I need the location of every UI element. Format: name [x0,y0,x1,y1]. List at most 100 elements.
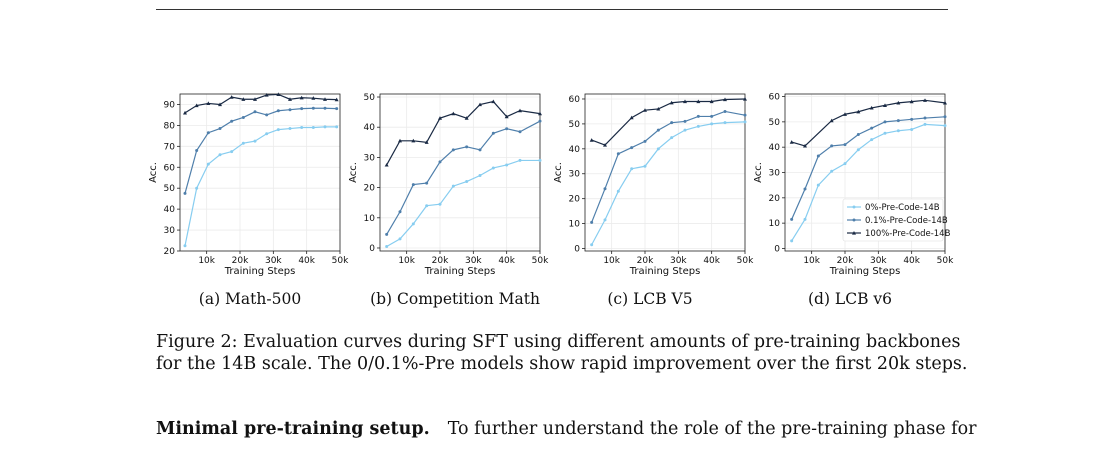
data-point [438,202,442,206]
data-point [288,97,292,101]
data-point [870,138,874,142]
data-point [504,114,509,119]
data-point [424,140,429,144]
x-tick-label: 40k [703,256,720,266]
data-point [311,96,316,100]
data-point [869,105,874,110]
x-tick-label: 50k [937,256,954,266]
data-point [335,125,339,129]
data-point [425,204,429,208]
data-point [195,149,199,153]
data-point [743,120,747,124]
data-point [790,217,794,221]
chart-svg: 10k 20k 30k 40k 50k 0 10 20 30 40 50 Training Steps… [348,93,549,277]
data-point [843,112,847,116]
data-point [843,162,847,166]
data-point [230,119,234,123]
y-tick-label: 30 [769,169,781,179]
legend-marker [852,218,856,222]
data-point [194,103,199,108]
data-point [241,141,245,145]
y-axis-label: Acc. [148,162,159,183]
data-point [683,99,687,104]
y-tick-label: 40 [164,205,176,215]
y-axis-label: Acc. [348,162,359,183]
data-point [923,116,927,120]
data-point [478,174,482,178]
y-tick-label: 10 [569,220,581,230]
y-tick-label: 60 [569,95,581,105]
x-tick-label: 50k [332,256,349,266]
data-point [288,127,292,131]
data-point [398,138,402,143]
data-point [723,97,727,102]
data-point [643,139,647,143]
data-point [790,239,794,243]
subcaption-b: (b) Competition Math [370,290,540,308]
data-point [696,99,701,104]
data-point [629,115,634,120]
data-point [710,114,714,118]
data-point [538,158,542,162]
x-tick-label: 30k [670,256,687,266]
data-point [311,106,315,110]
data-point [229,95,234,99]
plot-frame [179,93,341,252]
y-tick-label: 40 [769,143,781,153]
series-line [184,107,337,194]
data-point [518,108,522,113]
data-point [299,95,304,100]
data-point [311,125,315,129]
data-point [334,97,339,102]
y-tick-label: 10 [364,214,376,224]
y-tick-label: 20 [769,194,781,204]
data-point [896,129,900,133]
x-tick-label: 40k [498,256,515,266]
data-point [411,222,415,226]
data-point [335,107,339,111]
data-point [616,152,620,156]
data-point [603,143,607,147]
data-point [206,101,211,106]
data-point [518,158,522,162]
data-point [438,116,442,120]
data-point [183,110,187,115]
legend-marker [852,231,856,235]
data-point [709,99,714,104]
series-line [791,116,946,220]
x-tick-label: 20k [432,256,449,266]
data-point [603,187,607,191]
data-point [276,128,280,132]
data-point [656,106,661,111]
legend-label: 0%-Pre-Code-14B [865,203,940,213]
x-tick-label: 40k [903,256,920,266]
y-tick-label: 0 [369,244,375,254]
data-point [491,166,495,170]
data-point [253,110,257,114]
subcaption-d: (d) LCB v6 [807,290,893,308]
figure-caption: Figure 2: Evaluation curves during SFT u… [156,331,967,375]
series-line [791,123,946,242]
data-point [683,128,687,132]
y-tick-label: 10 [769,219,781,229]
y-tick-label: 50 [769,118,781,128]
y-tick-label: 20 [164,247,176,257]
data-point [505,127,509,131]
y-tick-label: 60 [769,93,781,103]
data-point [843,143,847,147]
data-point [538,119,542,123]
data-point [603,218,607,222]
data-point [883,120,887,124]
y-tick-label: 70 [164,142,176,152]
series-line [184,93,337,114]
top-rule [156,9,948,10]
x-tick-label: 10k [603,256,620,266]
data-point [789,140,794,144]
data-point [385,232,389,236]
data-point [830,169,834,173]
data-point [451,184,455,188]
y-tick-label: 20 [569,195,581,205]
data-point [451,111,456,116]
y-tick-label: 30 [569,170,581,180]
